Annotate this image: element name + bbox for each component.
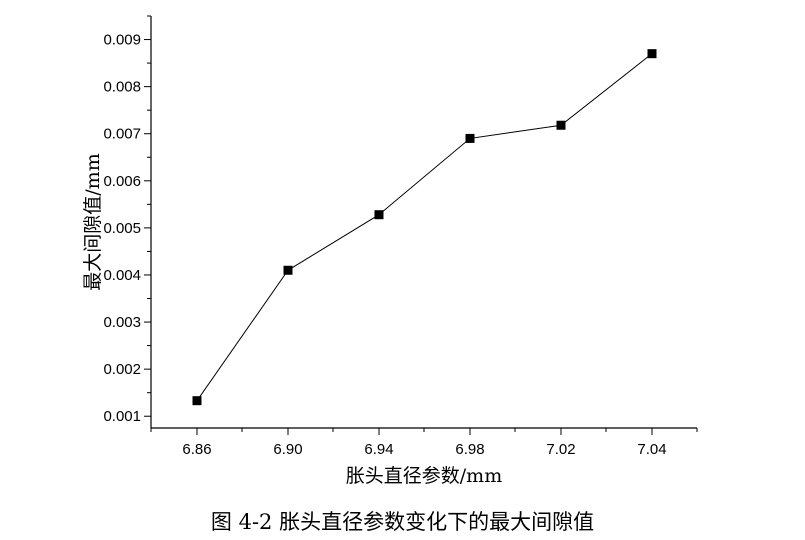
- x-tick-label: 6.98: [455, 441, 484, 458]
- x-ticks: 6.86 6.90 6.94 6.98 7.02 7.04: [150, 428, 698, 458]
- line-chart: 6.86 6.90 6.94 6.98 7.02 7.04 0.001 0.002 0.003…: [82, 15, 698, 487]
- series: [192, 49, 657, 406]
- y-tick-label: 0.008: [103, 79, 141, 96]
- y-tick-label: 0.006: [103, 173, 141, 190]
- axes: [150, 16, 697, 429]
- data-point: [556, 120, 566, 130]
- data-point: [192, 396, 202, 406]
- x-tick-label: 6.94: [364, 441, 393, 458]
- data-point: [465, 133, 475, 143]
- y-tick-label: 0.009: [103, 32, 141, 49]
- y-tick-label: 0.007: [103, 126, 141, 143]
- data-point: [283, 265, 293, 275]
- x-tick-label: 7.04: [637, 441, 666, 458]
- x-tick-label: 6.90: [273, 441, 302, 458]
- y-axis-label: 最大间隙值/mm: [82, 153, 104, 290]
- x-tick-label: 7.02: [546, 441, 575, 458]
- y-tick-label: 0.005: [103, 220, 141, 237]
- data-point: [374, 210, 384, 220]
- x-axis-label: 胀头直径参数/mm: [346, 465, 502, 487]
- y-tick-label: 0.003: [103, 314, 141, 331]
- y-tick-label: 0.002: [103, 361, 141, 378]
- y-tick-label: 0.004: [103, 267, 141, 284]
- series-line: [196, 53, 653, 401]
- x-tick-label: 6.86: [182, 441, 211, 458]
- y-ticks: 0.001 0.002 0.003 0.004 0.005 0.006 0.007 0.008…: [103, 15, 151, 425]
- y-tick-label: 0.001: [103, 408, 141, 425]
- data-point: [647, 49, 657, 59]
- figure-caption: 图 4-2 胀头直径参数变化下的最大间隙值: [210, 510, 595, 534]
